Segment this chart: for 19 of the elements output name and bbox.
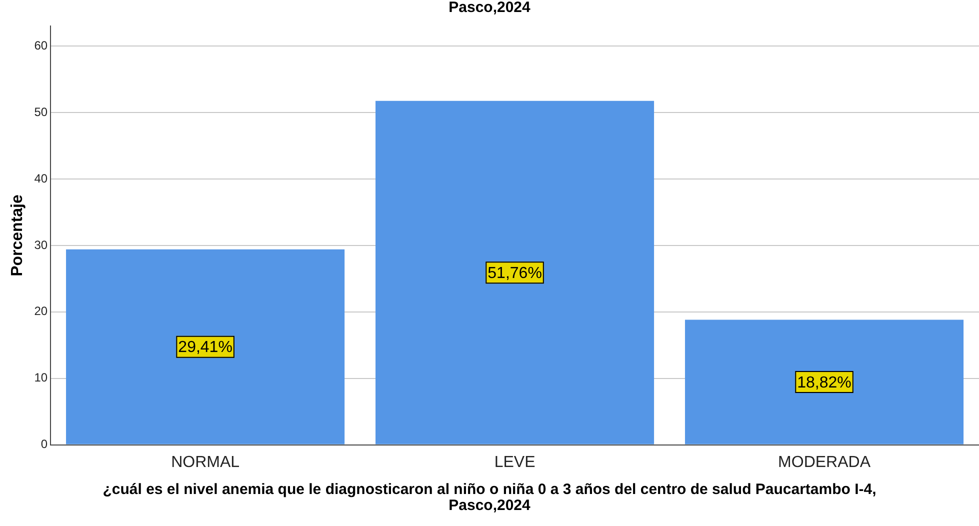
y-axis-title: Porcentaje <box>9 194 26 276</box>
y-tick-label: 10 <box>34 370 48 385</box>
y-tick-label: 60 <box>34 38 48 52</box>
y-tick-label: 50 <box>34 104 48 119</box>
y-tick-label: 40 <box>34 171 48 186</box>
x-tick-label: LEVE <box>494 454 536 471</box>
x-axis-title: ¿cuál es el nivel anemia que le diagnosticaron al niño o niña 0 a 3 años del centro de salud Paucartambo I-4, Pasco,2024 <box>102 481 878 514</box>
x-tick-label: NORMAL <box>171 454 240 471</box>
y-tick-label: 20 <box>34 304 48 318</box>
y-tick-label: 30 <box>34 238 48 252</box>
bar <box>376 100 654 444</box>
chart-title: Pasco,2024 <box>448 0 532 16</box>
data-label: 18,82% <box>797 374 852 392</box>
data-label: 51,76% <box>488 265 542 282</box>
x-tick-label: MODERADA <box>778 454 871 471</box>
bar <box>684 320 964 444</box>
y-tick-label: 0 <box>40 437 48 452</box>
bar <box>66 249 345 444</box>
data-label: 29,41% <box>178 339 232 356</box>
